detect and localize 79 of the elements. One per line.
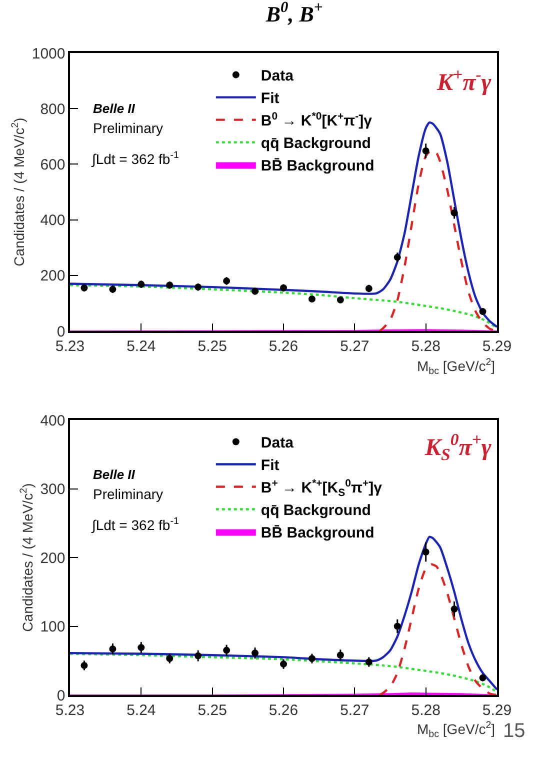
annotation: Belle II <box>93 101 136 116</box>
x-axis-title: M$_{bc}$ [GeV/c$^{2}$] <box>417 357 496 377</box>
text: B$^{+}$ → K$^{*+}$[K$_{S}$$^{0}$π$^{+}$]γ <box>260 477 382 499</box>
legend-label: Data <box>260 434 294 452</box>
x-tick-label: 5.23 <box>55 702 85 719</box>
x-tick-label: 5.28 <box>411 338 440 355</box>
point <box>138 280 145 288</box>
point <box>252 288 259 295</box>
point <box>80 284 88 292</box>
point <box>450 606 458 613</box>
x-tick-label: 5.26 <box>268 702 298 719</box>
x-tick-label: 5.24 <box>126 338 156 355</box>
y-tick-label: 400 <box>40 212 66 230</box>
annotation: Belle II <box>93 467 136 482</box>
annotation: Preliminary <box>93 120 164 136</box>
point <box>479 674 486 682</box>
y-tick-label: 0 <box>56 687 66 704</box>
point <box>336 652 344 659</box>
legend-label: Fit <box>260 90 280 108</box>
point <box>166 282 174 289</box>
point <box>166 655 174 662</box>
point <box>365 284 372 292</box>
y-tick-label: 200 <box>40 268 66 285</box>
line-series <box>378 563 497 695</box>
text: B$^{0}$ → K$^{*0}$[K$^{+}$π$^{-}$]γ <box>260 110 372 130</box>
annotation: ∫Ldt = 362 fb$^{-1}$ <box>91 516 179 533</box>
x-tick-label: 5.24 <box>126 702 156 719</box>
y-tick-label: 400 <box>40 412 66 430</box>
y-tick-label: 600 <box>40 156 66 174</box>
chart-title: B$^{0}$, B$^{+}$ <box>264 0 323 26</box>
point <box>280 284 287 292</box>
annotation: ∫Ldt = 362 fb$^{-1}$ <box>91 150 179 167</box>
point <box>280 660 287 668</box>
point <box>422 147 430 154</box>
point <box>252 650 259 657</box>
point <box>365 658 372 666</box>
point <box>223 646 230 654</box>
point <box>80 662 88 669</box>
point <box>479 308 486 316</box>
legend-label: Fit <box>260 457 280 474</box>
x-tick-label: 5.27 <box>340 702 370 719</box>
point <box>450 209 458 216</box>
point <box>308 655 316 662</box>
x-tick-label: 5.25 <box>198 338 227 355</box>
legend-label: BB̄ Background <box>260 158 374 175</box>
x-tick-label: 5.29 <box>482 702 512 719</box>
y-tick-label: 100 <box>40 618 66 636</box>
annotation: K$_{S}$$^{0}$π$^{+}$γ <box>424 430 492 464</box>
point <box>336 296 344 304</box>
point <box>138 644 145 652</box>
y-tick-label: 800 <box>40 100 66 118</box>
y-tick-label: 0 <box>56 323 66 340</box>
legend-label: Data <box>260 68 294 85</box>
annotation: K$^{+}$π$^{-}$γ <box>436 65 492 96</box>
x-tick-label: 5.25 <box>198 702 227 719</box>
x-tick-label: 5.27 <box>340 338 370 355</box>
legend-label: qq̄ Background <box>260 135 371 152</box>
point <box>109 645 116 652</box>
point <box>394 622 401 630</box>
point <box>223 277 230 284</box>
point <box>308 296 316 303</box>
y-tick-label: 1000 <box>32 45 66 62</box>
point <box>194 652 202 660</box>
x-tick-label: 5.23 <box>55 338 85 355</box>
point <box>394 254 401 261</box>
y-tick-label: 200 <box>40 550 66 567</box>
point <box>194 284 202 291</box>
point <box>109 286 116 293</box>
point <box>422 548 430 556</box>
x-axis-title: M$_{bc}$ [GeV/c$^{2}$] <box>417 720 496 740</box>
line-series <box>70 652 497 694</box>
x-tick-label: 5.29 <box>482 338 512 355</box>
text: 15 <box>503 720 526 742</box>
x-tick-label: 5.28 <box>411 702 440 719</box>
x-tick-label: 5.26 <box>268 338 298 355</box>
y-tick-label: 300 <box>40 481 66 498</box>
annotation: Preliminary <box>93 486 164 502</box>
legend-label: qq̄ Background <box>260 502 371 520</box>
legend-label: BB̄ Background <box>260 524 374 542</box>
